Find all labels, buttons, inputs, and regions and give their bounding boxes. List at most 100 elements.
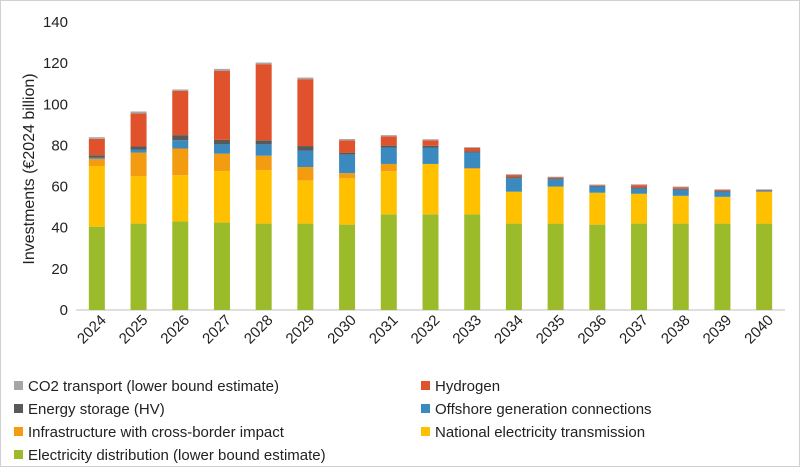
bar-segment-energy-storage-hv-2031 <box>380 145 397 148</box>
bar-segment-offshore-generation-connections-2027 <box>213 144 230 154</box>
x-tick-label: 2040 <box>741 312 777 348</box>
bar-segment-national-electricity-transmission-2028 <box>255 170 272 224</box>
bar-segment-hydrogen-2034 <box>505 175 522 178</box>
bar-segment-co2-transport-lower-bound-estimate-2036 <box>589 184 606 186</box>
bar-segment-offshore-generation-connections-2024 <box>88 157 105 159</box>
legend-label: Offshore generation connections <box>435 401 652 418</box>
bar-segment-national-electricity-transmission-2025 <box>130 176 147 224</box>
bar-segment-infrastructure-with-cross-border-impact-2028 <box>255 155 272 171</box>
bar-segment-energy-storage-hv-2036 <box>589 185 606 187</box>
y-tick-label: 20 <box>51 261 68 278</box>
bar-segment-national-electricity-transmission-2039 <box>714 196 731 224</box>
bar-segment-hydrogen-2040 <box>756 189 773 191</box>
bar-segment-infrastructure-with-cross-border-impact-2029 <box>297 167 314 181</box>
bar-segment-energy-storage-hv-2034 <box>505 177 522 179</box>
x-tick-label: 2039 <box>700 312 736 348</box>
y-tick-label: 80 <box>51 137 68 154</box>
x-tick-label: 2024 <box>74 312 110 348</box>
bar-segment-infrastructure-with-cross-border-impact-2026 <box>172 148 189 176</box>
bar-segment-energy-storage-hv-2025 <box>130 146 147 150</box>
bar-segment-energy-storage-hv-2038 <box>672 188 689 190</box>
legend-label: CO2 transport (lower bound estimate) <box>28 378 279 395</box>
bar-segment-energy-storage-hv-2040 <box>756 190 773 191</box>
bar-segment-co2-transport-lower-bound-estimate-2028 <box>255 62 272 65</box>
bar-segment-offshore-generation-connections-2038 <box>672 189 689 196</box>
bar-segment-co2-transport-lower-bound-estimate-2029 <box>297 77 314 80</box>
bar-segment-electricity-distribution-lower-bound-estimate-2029 <box>297 223 314 310</box>
bar-segment-hydrogen-2024 <box>88 138 105 156</box>
bar-segment-offshore-generation-connections-2026 <box>172 140 189 149</box>
bar-segment-hydrogen-2026 <box>172 90 189 136</box>
bar-segment-energy-storage-hv-2032 <box>422 145 439 148</box>
bar-segment-electricity-distribution-lower-bound-estimate-2030 <box>339 224 356 310</box>
bar-segment-national-electricity-transmission-2038 <box>672 195 689 224</box>
bar-segment-energy-storage-hv-2028 <box>255 140 272 145</box>
bar-segment-electricity-distribution-lower-bound-estimate-2025 <box>130 223 147 310</box>
bar-segment-national-electricity-transmission-2035 <box>547 186 564 224</box>
bar-segment-offshore-generation-connections-2036 <box>589 186 606 193</box>
bar-segment-national-electricity-transmission-2029 <box>297 180 314 224</box>
bar-segment-electricity-distribution-lower-bound-estimate-2033 <box>464 214 481 310</box>
bar-segment-national-electricity-transmission-2033 <box>464 169 481 215</box>
legend-swatch <box>14 427 23 436</box>
bar-segment-national-electricity-transmission-2026 <box>172 175 189 222</box>
bar-segment-hydrogen-2025 <box>130 113 147 147</box>
bar-segment-electricity-distribution-lower-bound-estimate-2036 <box>589 224 606 310</box>
bar-segment-energy-storage-hv-2033 <box>464 151 481 153</box>
y-tick-label: 120 <box>43 55 68 72</box>
bar-segment-energy-storage-hv-2037 <box>631 187 648 189</box>
bar-segment-co2-transport-lower-bound-estimate-2039 <box>714 189 731 190</box>
bar-segment-national-electricity-transmission-2037 <box>631 193 648 224</box>
bar-segment-national-electricity-transmission-2036 <box>589 192 606 225</box>
bar-segment-electricity-distribution-lower-bound-estimate-2032 <box>422 214 439 310</box>
x-tick-label: 2032 <box>408 312 444 348</box>
y-tick-label: 100 <box>43 96 68 113</box>
bar-segment-electricity-distribution-lower-bound-estimate-2026 <box>172 221 189 310</box>
legend-label: Electricity distribution (lower bound es… <box>28 447 326 464</box>
y-tick-label: 60 <box>51 179 68 196</box>
bar-segment-offshore-generation-connections-2032 <box>422 147 439 164</box>
bar-segment-infrastructure-with-cross-border-impact-2025 <box>130 152 147 177</box>
bar-segment-co2-transport-lower-bound-estimate-2037 <box>631 184 648 186</box>
bar-segment-national-electricity-transmission-2030 <box>339 178 356 225</box>
bar-segment-electricity-distribution-lower-bound-estimate-2038 <box>672 223 689 310</box>
bar-segment-co2-transport-lower-bound-estimate-2035 <box>547 176 564 178</box>
bar-segment-national-electricity-transmission-2032 <box>422 163 439 215</box>
y-axis-label: Investments (€2024 billion) <box>21 73 38 264</box>
bar-segment-offshore-generation-connections-2029 <box>297 150 314 168</box>
y-tick-label: 0 <box>60 302 68 319</box>
legend-swatch <box>14 450 23 459</box>
bar-segment-electricity-distribution-lower-bound-estimate-2039 <box>714 223 731 310</box>
bar-segment-energy-storage-hv-2024 <box>88 155 105 158</box>
bar-segment-co2-transport-lower-bound-estimate-2030 <box>339 139 356 141</box>
bar-segment-energy-storage-hv-2030 <box>339 152 356 155</box>
bar-segment-offshore-generation-connections-2030 <box>339 154 356 174</box>
y-tick-label: 40 <box>51 220 68 237</box>
x-tick-label: 2034 <box>491 312 527 348</box>
bar-segment-electricity-distribution-lower-bound-estimate-2035 <box>547 223 564 310</box>
bar-segment-co2-transport-lower-bound-estimate-2031 <box>380 135 397 137</box>
bar-segment-hydrogen-2036 <box>589 185 606 186</box>
bar-segment-offshore-generation-connections-2025 <box>130 149 147 153</box>
bar-segment-infrastructure-with-cross-border-impact-2024 <box>88 158 105 166</box>
legend-label: Energy storage (HV) <box>28 401 165 418</box>
bar-segment-hydrogen-2029 <box>297 79 314 147</box>
bar-segment-infrastructure-with-cross-border-impact-2030 <box>339 173 356 179</box>
bar-segment-offshore-generation-connections-2040 <box>756 190 773 192</box>
bar-segment-hydrogen-2031 <box>380 136 397 146</box>
bar-segment-offshore-generation-connections-2031 <box>380 147 397 164</box>
bar-segment-national-electricity-transmission-2031 <box>380 171 397 215</box>
bar-segment-infrastructure-with-cross-border-impact-2031 <box>380 163 397 172</box>
bar-segment-hydrogen-2035 <box>547 177 564 179</box>
bar-segment-electricity-distribution-lower-bound-estimate-2027 <box>213 222 230 310</box>
bar-segment-co2-transport-lower-bound-estimate-2026 <box>172 89 189 91</box>
x-tick-label: 2025 <box>116 312 152 348</box>
bar-segment-co2-transport-lower-bound-estimate-2027 <box>213 68 230 71</box>
bar-segment-energy-storage-hv-2039 <box>714 190 731 192</box>
bar-segment-energy-storage-hv-2029 <box>297 146 314 151</box>
bar-segment-co2-transport-lower-bound-estimate-2032 <box>422 139 439 141</box>
bar-segment-hydrogen-2028 <box>255 64 272 141</box>
bar-segment-hydrogen-2033 <box>464 147 481 152</box>
